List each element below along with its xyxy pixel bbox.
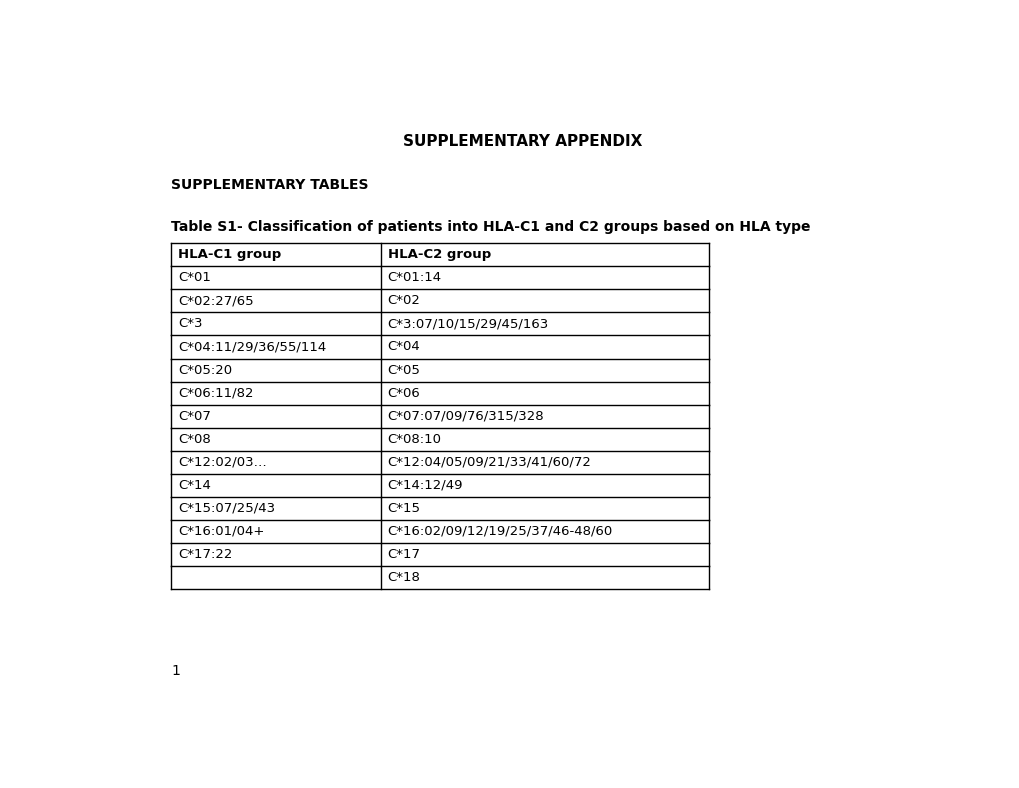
Text: SUPPLEMENTARY TABLES: SUPPLEMENTARY TABLES [171, 178, 368, 192]
Text: C*15:07/25/43: C*15:07/25/43 [178, 502, 275, 515]
Text: C*16:01/04+: C*16:01/04+ [178, 525, 264, 538]
Text: C*16:02/09/12/19/25/37/46-48/60: C*16:02/09/12/19/25/37/46-48/60 [387, 525, 612, 538]
Text: C*15: C*15 [387, 502, 420, 515]
Text: C*14: C*14 [178, 479, 211, 492]
Text: C*05:20: C*05:20 [178, 363, 232, 377]
Text: C*04: C*04 [387, 340, 420, 354]
Text: C*08: C*08 [178, 433, 211, 446]
Text: C*06:11/82: C*06:11/82 [178, 387, 254, 400]
Text: C*3:07/10/15/29/45/163: C*3:07/10/15/29/45/163 [387, 318, 548, 330]
Text: C*08:10: C*08:10 [387, 433, 441, 446]
Text: Table S1- Classification of patients into HLA-C1 and C2 groups based on HLA type: Table S1- Classification of patients int… [171, 220, 810, 234]
Text: C*06: C*06 [387, 387, 420, 400]
Text: C*02: C*02 [387, 295, 420, 307]
Text: C*12:02/03…: C*12:02/03… [178, 455, 267, 469]
Text: C*17:22: C*17:22 [178, 548, 232, 561]
Text: C*14:12/49: C*14:12/49 [387, 479, 463, 492]
Text: C*17: C*17 [387, 548, 420, 561]
Text: C*18: C*18 [387, 571, 420, 584]
Text: 1: 1 [171, 664, 179, 678]
Text: C*02:27/65: C*02:27/65 [178, 295, 254, 307]
Text: C*12:04/05/09/21/33/41/60/72: C*12:04/05/09/21/33/41/60/72 [387, 455, 591, 469]
Text: C*01: C*01 [178, 271, 211, 284]
Text: C*01:14: C*01:14 [387, 271, 441, 284]
Text: HLA-C1 group: HLA-C1 group [178, 248, 281, 262]
Text: C*04:11/29/36/55/114: C*04:11/29/36/55/114 [178, 340, 326, 354]
Text: SUPPLEMENTARY APPENDIX: SUPPLEMENTARY APPENDIX [403, 134, 642, 149]
Text: C*3: C*3 [178, 318, 203, 330]
Text: C*05: C*05 [387, 363, 420, 377]
Text: C*07: C*07 [178, 410, 211, 422]
Text: HLA-C2 group: HLA-C2 group [387, 248, 490, 262]
Text: C*07:07/09/76/315/328: C*07:07/09/76/315/328 [387, 410, 544, 422]
